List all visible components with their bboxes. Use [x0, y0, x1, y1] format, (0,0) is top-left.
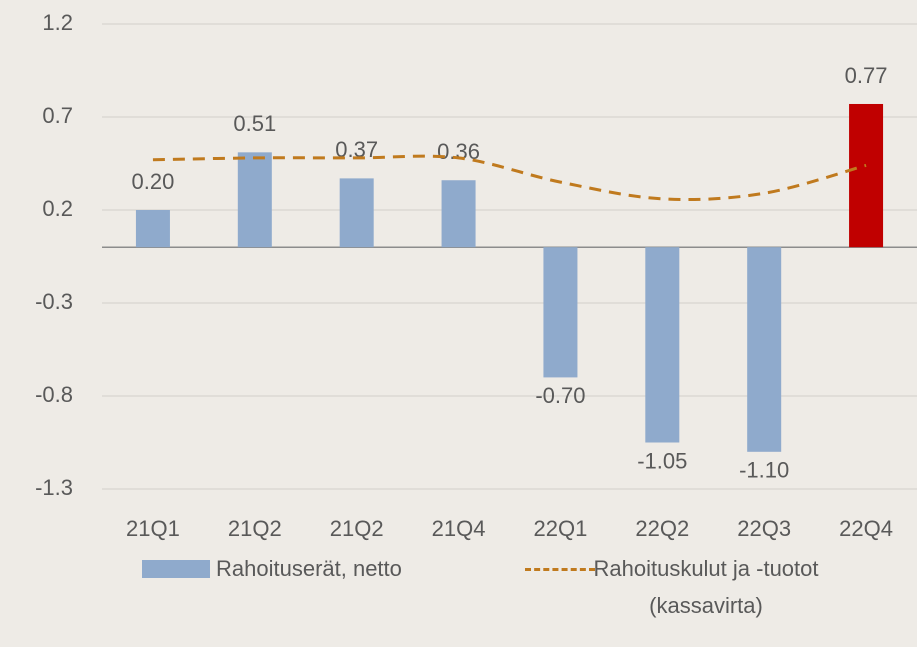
chart: -1.3 -0.8 -0.3 0.2 0.7 1.2 21Q1 21Q2 21Q2 21Q4 22Q…: [35, 10, 917, 541]
data-label: -0.70: [535, 383, 585, 408]
y-tick-label: 0.2: [42, 196, 73, 221]
x-tick-label: 22Q3: [737, 516, 791, 541]
data-label: -1.10: [739, 458, 789, 483]
x-tick-label: 21Q2: [228, 516, 282, 541]
data-label: 0.20: [132, 169, 175, 194]
line-series: [152, 154, 867, 202]
bar: [441, 180, 476, 248]
bar: [543, 247, 578, 378]
legend-label: Rahoituserät, netto: [216, 556, 402, 581]
bar: [747, 247, 782, 452]
legend-swatch: [525, 568, 595, 571]
x-tick-label: 21Q1: [126, 516, 180, 541]
x-tick-label: 22Q4: [839, 516, 893, 541]
y-tick-label: -0.3: [35, 289, 73, 314]
y-tick-label: 0.7: [42, 103, 73, 128]
legend-item: Rahoituskulut ja -tuotot (kassavirta): [525, 550, 841, 624]
y-tick-label: -1.3: [35, 475, 73, 500]
data-label: 0.51: [233, 111, 276, 136]
data-label: 0.77: [845, 63, 888, 88]
bar: [237, 152, 272, 248]
data-label: -1.05: [637, 448, 687, 473]
x-tick-label: 22Q1: [534, 516, 588, 541]
legend-swatch: [142, 560, 210, 578]
bar: [339, 178, 374, 248]
x-tick-label: 22Q2: [635, 516, 689, 541]
y-tick-label: 1.2: [42, 10, 73, 35]
x-tick-label: 21Q4: [432, 516, 486, 541]
y-tick-label: -0.8: [35, 382, 73, 407]
bar: [645, 247, 680, 443]
bar: [849, 103, 884, 248]
legend: Rahoituserät, netto Rahoituskulut ja -tuo…: [140, 550, 900, 640]
legend-label: Rahoituskulut ja -tuotot (kassavirta): [593, 556, 819, 618]
x-tick-label: 21Q2: [330, 516, 384, 541]
legend-item: Rahoituserät, netto: [142, 550, 402, 587]
bar: [135, 210, 170, 248]
